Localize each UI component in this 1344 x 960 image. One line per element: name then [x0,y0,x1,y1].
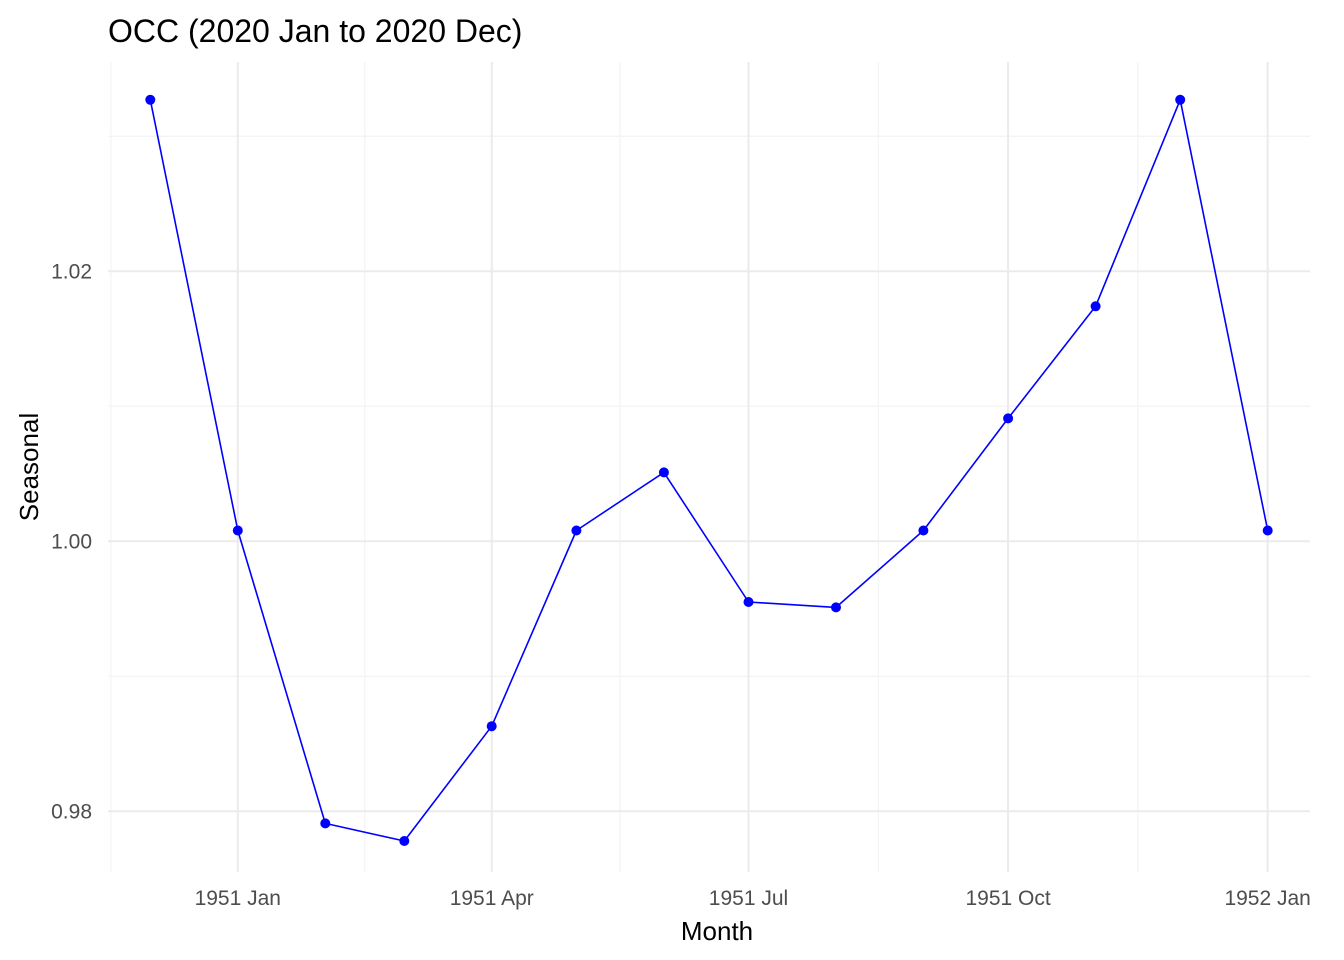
y-tick-label: 1.02 [51,260,92,283]
data-point [743,597,754,607]
x-tick-label: 1952 Jan [1224,887,1310,910]
data-point [1175,94,1186,105]
series-layer [145,94,1273,846]
data-point [831,602,841,613]
series-line [149,99,1269,842]
x-tick-label: 1951 Apr [450,887,534,910]
y-axis-title: Seasonal [14,413,44,521]
data-point [145,94,156,105]
minor-gridlines [108,62,1310,872]
data-point [658,467,669,478]
data-point [1090,301,1101,312]
data-point [232,525,243,536]
x-axis-ticks: 1951 Jan 1951 Apr 1951 Jul 1951 Oct 1952 Jan [195,887,1311,910]
data-point [1262,525,1273,536]
data-point [1003,413,1014,424]
data-point [571,525,582,536]
x-tick-label: 1951 Oct [965,887,1050,910]
data-point [399,836,410,846]
data-point [486,721,497,732]
data-point [918,525,929,536]
y-tick-label: 0.98 [51,800,92,823]
y-tick-label: 1.00 [51,530,92,553]
y-axis-ticks: 0.98 1.00 1.02 [51,260,92,823]
x-tick-label: 1951 Jan [195,887,281,910]
x-axis-title: Month [681,916,753,946]
data-point [320,818,331,829]
major-gridlines [108,62,1310,872]
x-tick-label: 1951 Jul [709,887,788,910]
chart-title: OCC (2020 Jan to 2020 Dec) [108,13,522,49]
